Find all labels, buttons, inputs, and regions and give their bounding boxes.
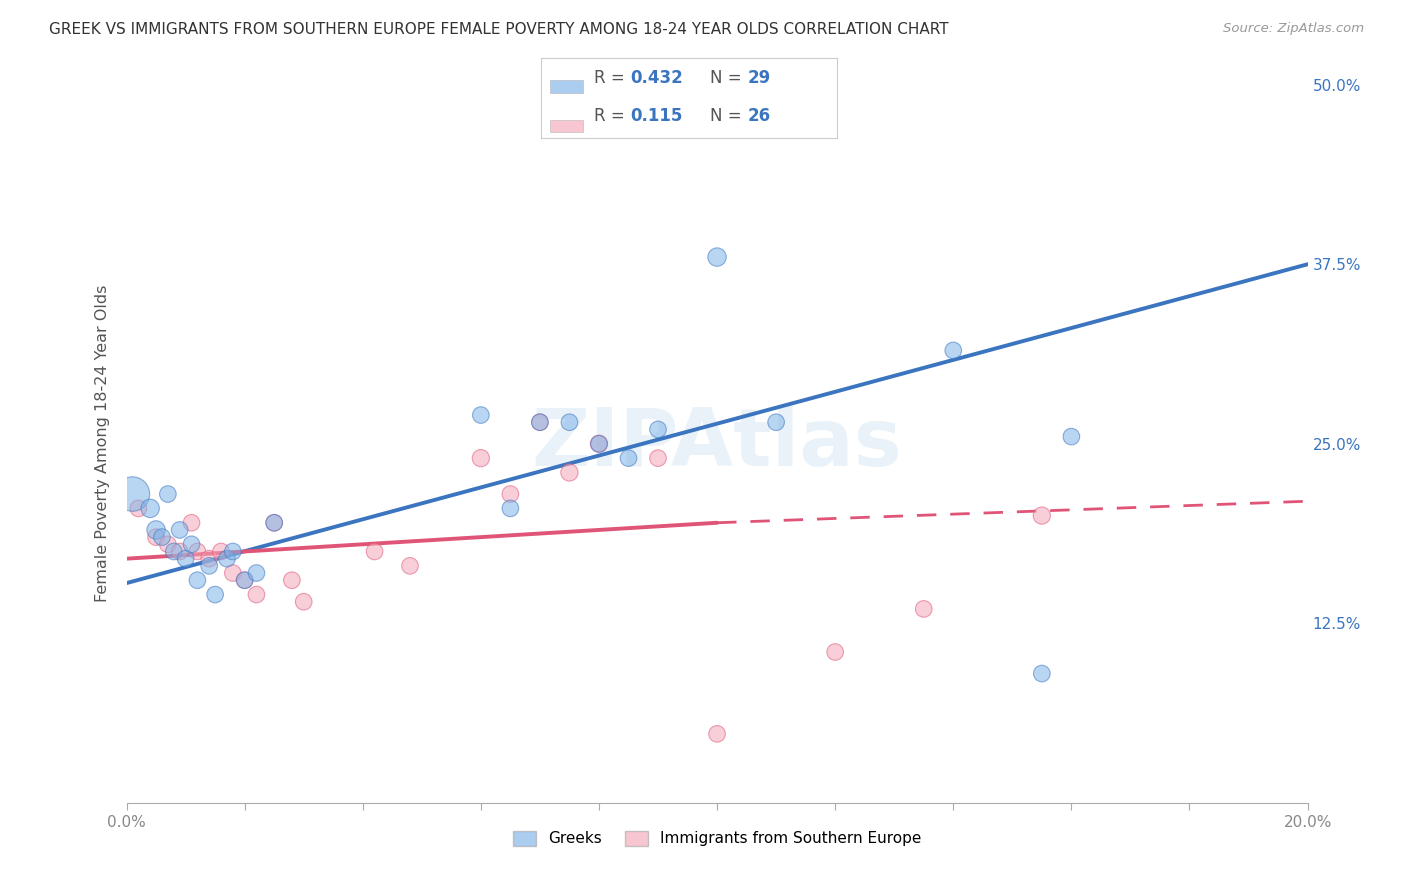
Point bbox=[233, 573, 256, 587]
Point bbox=[209, 544, 232, 558]
Point bbox=[204, 588, 226, 602]
Point bbox=[263, 516, 285, 530]
Point bbox=[174, 551, 197, 566]
Text: GREEK VS IMMIGRANTS FROM SOUTHERN EUROPE FEMALE POVERTY AMONG 18-24 YEAR OLDS CO: GREEK VS IMMIGRANTS FROM SOUTHERN EUROPE… bbox=[49, 22, 949, 37]
Legend: Greeks, Immigrants from Southern Europe: Greeks, Immigrants from Southern Europe bbox=[506, 824, 928, 853]
Point bbox=[145, 523, 167, 537]
Point bbox=[245, 566, 267, 580]
Point bbox=[156, 537, 179, 551]
Text: R =: R = bbox=[595, 107, 630, 125]
Point bbox=[139, 501, 162, 516]
Point bbox=[145, 530, 167, 544]
Point bbox=[233, 573, 256, 587]
Y-axis label: Female Poverty Among 18-24 Year Olds: Female Poverty Among 18-24 Year Olds bbox=[94, 285, 110, 602]
Point bbox=[121, 487, 143, 501]
Point bbox=[706, 727, 728, 741]
Point bbox=[470, 408, 492, 422]
Point bbox=[180, 516, 202, 530]
Point bbox=[1031, 666, 1053, 681]
Point bbox=[363, 544, 385, 558]
Point bbox=[706, 250, 728, 264]
Point bbox=[169, 523, 191, 537]
Point bbox=[163, 544, 186, 558]
Point bbox=[198, 558, 221, 573]
Point bbox=[588, 436, 610, 450]
Point bbox=[292, 595, 315, 609]
Point bbox=[529, 415, 551, 429]
Point bbox=[558, 466, 581, 480]
Point bbox=[198, 551, 221, 566]
Text: 0.115: 0.115 bbox=[630, 107, 682, 125]
Point bbox=[156, 487, 179, 501]
Point bbox=[186, 573, 208, 587]
Text: ZIPAtlas: ZIPAtlas bbox=[531, 405, 903, 483]
Point bbox=[558, 415, 581, 429]
Point bbox=[281, 573, 304, 587]
Point bbox=[499, 501, 522, 516]
Point bbox=[942, 343, 965, 358]
Point bbox=[470, 451, 492, 466]
Point bbox=[180, 537, 202, 551]
Point bbox=[222, 544, 245, 558]
Point bbox=[617, 451, 640, 466]
Point bbox=[1031, 508, 1053, 523]
Text: 29: 29 bbox=[748, 69, 772, 87]
Point bbox=[245, 588, 267, 602]
Text: Source: ZipAtlas.com: Source: ZipAtlas.com bbox=[1223, 22, 1364, 36]
Point bbox=[127, 501, 149, 516]
Bar bbox=[550, 80, 582, 93]
Point bbox=[912, 602, 935, 616]
Point bbox=[824, 645, 846, 659]
Point bbox=[150, 530, 173, 544]
Point bbox=[499, 487, 522, 501]
Point bbox=[186, 544, 208, 558]
Point bbox=[647, 451, 669, 466]
Bar bbox=[550, 120, 582, 132]
Point bbox=[263, 516, 285, 530]
Point bbox=[222, 566, 245, 580]
Point bbox=[765, 415, 787, 429]
Point bbox=[399, 558, 422, 573]
Point bbox=[1060, 429, 1083, 443]
Point bbox=[215, 551, 238, 566]
Point bbox=[588, 436, 610, 450]
Point bbox=[529, 415, 551, 429]
Text: R =: R = bbox=[595, 69, 630, 87]
Text: 26: 26 bbox=[748, 107, 770, 125]
Point bbox=[169, 544, 191, 558]
Text: 0.432: 0.432 bbox=[630, 69, 683, 87]
Text: N =: N = bbox=[710, 69, 747, 87]
Point bbox=[647, 422, 669, 436]
Text: N =: N = bbox=[710, 107, 747, 125]
